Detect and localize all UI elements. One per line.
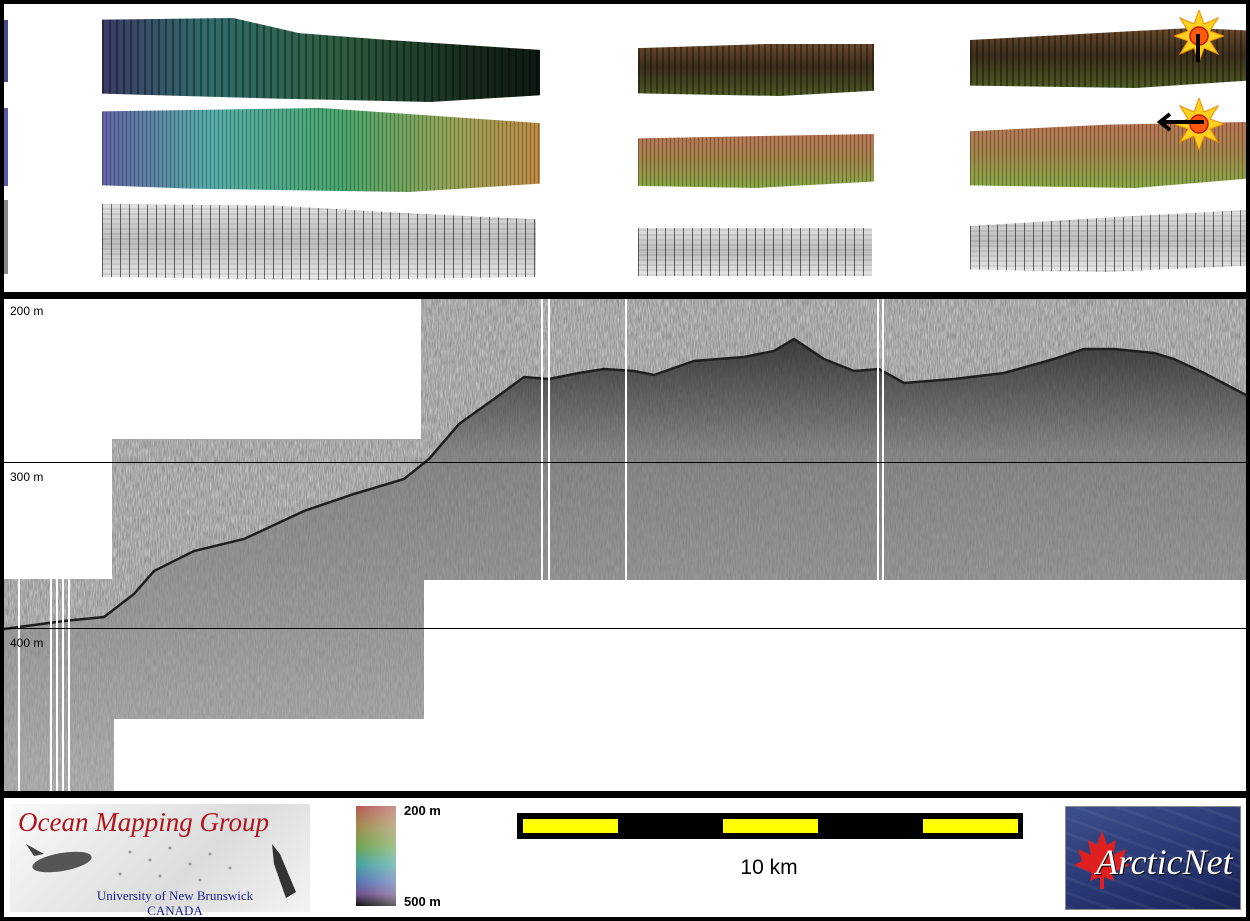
arrow-left-icon [1156, 112, 1204, 132]
left-edge-strip-3 [4, 200, 8, 274]
ocean-mapping-group-logo: Ocean Mapping Group University of New Br… [10, 804, 310, 917]
bathy-strip-central [638, 44, 874, 96]
bathy-strip-west [102, 18, 540, 102]
scale-bar-segment [723, 819, 818, 833]
colorbar-bottom-label: 500 m [404, 894, 441, 909]
maple-leaf-icon [1074, 831, 1130, 889]
depth-grid-line-300 [4, 462, 1246, 463]
country-name: CANADA [147, 903, 203, 917]
lab-name: Ocean Mapping Group [18, 807, 269, 837]
scale-bar-segment [523, 819, 618, 833]
depth-grid-line-400 [4, 628, 1246, 629]
left-edge-strip-2 [4, 108, 8, 186]
sun-marker-icon [1174, 10, 1224, 62]
swath-strip-panel [4, 4, 1246, 292]
university-name: University of New Brunswick [96, 888, 254, 903]
sidescan-strip-central [638, 228, 872, 276]
colour-bathy-strip-central [638, 134, 874, 188]
network-name: ArcticNet [1096, 842, 1233, 882]
scale-bar-label: 10 km [740, 856, 798, 879]
sidescan-strip-east [970, 210, 1246, 272]
sidescan-strip-west [102, 204, 536, 280]
depth-label-400: 400 m [10, 636, 44, 650]
colorbar-top-label: 200 m [404, 803, 441, 818]
depth-colorbar [356, 806, 396, 906]
arcticnet-logo: ArcticNet [1065, 806, 1241, 910]
colour-bathy-strip-west [102, 108, 540, 192]
profile-image [4, 299, 1246, 791]
depth-label-200: 200 m [10, 304, 44, 318]
depth-label-300: 300 m [10, 470, 44, 484]
scale-bar [517, 813, 1023, 839]
sub-bottom-profile-panel: 200 m 300 m 400 m [4, 299, 1246, 791]
scale-bar-segment [923, 819, 1018, 833]
sonar-fish-icon [26, 844, 296, 898]
legend-panel: Ocean Mapping Group University of New Br… [4, 798, 1246, 917]
left-edge-strip [4, 20, 8, 82]
